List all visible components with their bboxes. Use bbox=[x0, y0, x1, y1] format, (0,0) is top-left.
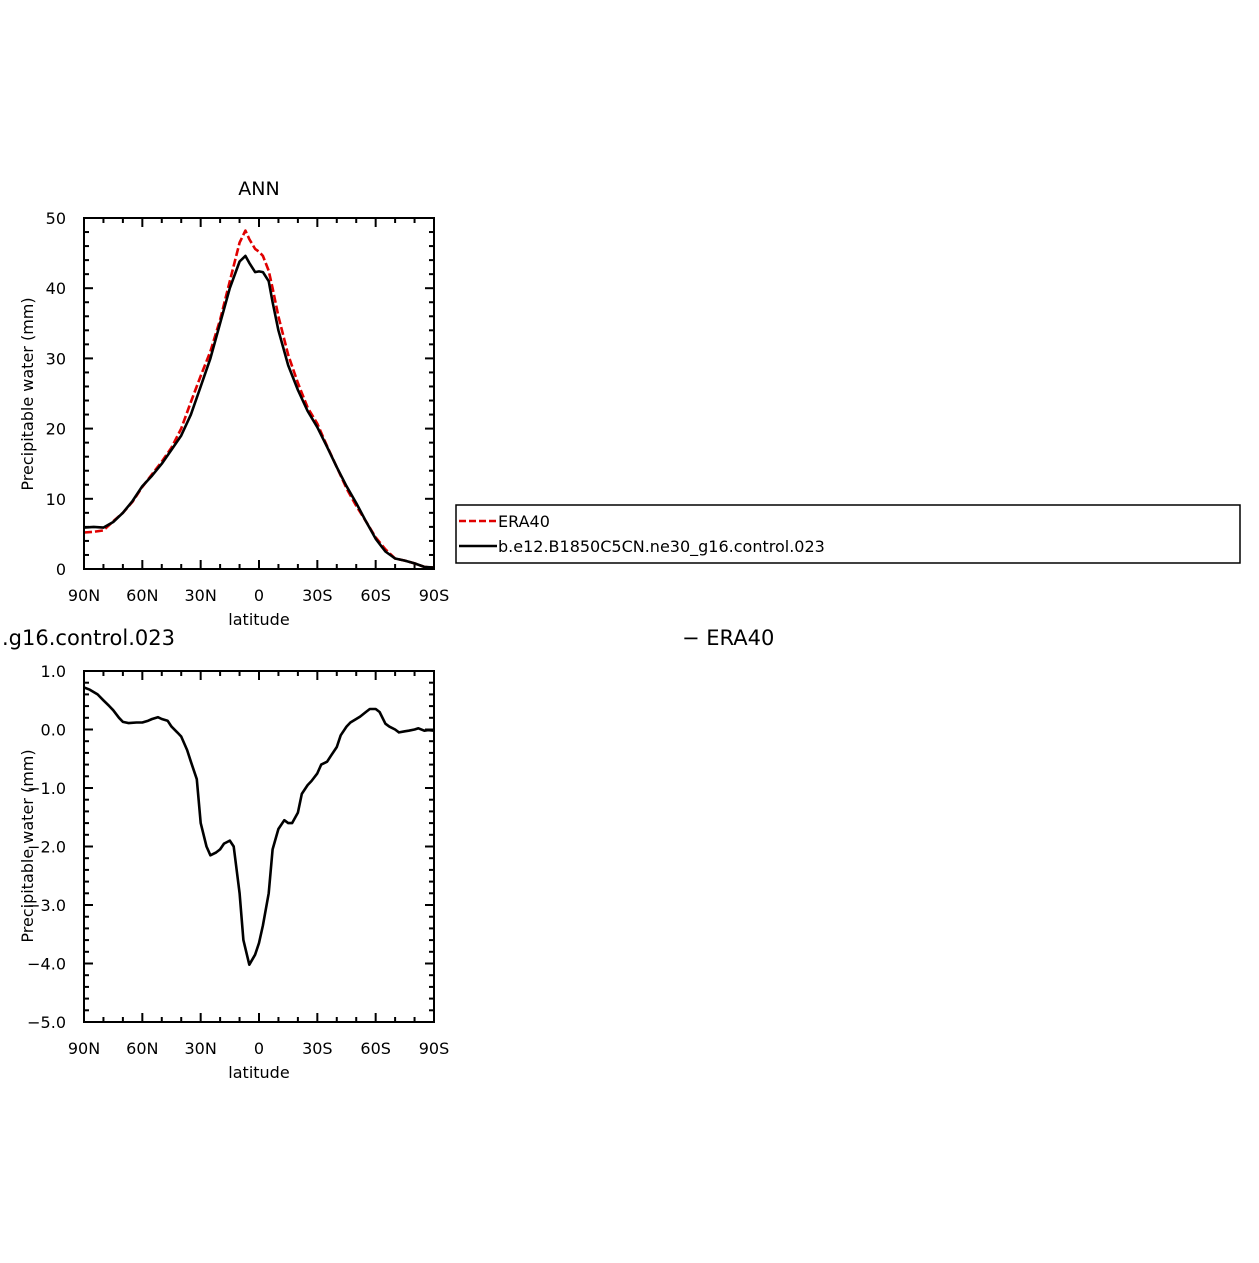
top-y-tick-label: 40 bbox=[46, 279, 66, 298]
top-x-tick-label: 90N bbox=[68, 586, 100, 605]
bottom-y-tick-label: −4.0 bbox=[27, 955, 66, 974]
top-chart-title: ANN bbox=[238, 178, 279, 200]
top-y-tick-label: 50 bbox=[46, 209, 66, 228]
bottom-series-lines bbox=[83, 686, 435, 967]
bottom-y-tick-label: −2.0 bbox=[27, 838, 66, 857]
bottom-x-tick-label: 30S bbox=[302, 1039, 333, 1058]
top-series-lines bbox=[83, 229, 435, 569]
top-y-tick-label: 30 bbox=[46, 349, 66, 368]
bottom-x-tick-label: 30N bbox=[185, 1039, 217, 1058]
bottom-x-tick-label: 60N bbox=[126, 1039, 158, 1058]
bottom-chart-title: .g16.control.023 bbox=[2, 626, 175, 650]
legend-label-era40: ERA40 bbox=[498, 512, 550, 531]
legend: ERA40 b.e12.B1850C5CN.ne30_g16.control.0… bbox=[455, 504, 1241, 564]
bottom-plot-frame bbox=[83, 670, 435, 1023]
bottom-y-axis-label: Precipitable water (mm) bbox=[18, 749, 37, 942]
bottom-chart-title-right: − ERA40 bbox=[682, 626, 774, 650]
bottom-x-tick-label: 60S bbox=[360, 1039, 391, 1058]
bottom-series-line-difference bbox=[83, 686, 435, 967]
top-series-line-era40 bbox=[83, 229, 435, 569]
top-panel: ANN Precipitable water (mm) latitude 90N… bbox=[18, 178, 449, 629]
top-x-tick-label: 30N bbox=[185, 586, 217, 605]
top-tick-labels: 90N 60N 30N 0 30S 60S 90S 0 10 20 30 40 50 bbox=[46, 209, 450, 605]
bottom-x-tick-label: 0 bbox=[254, 1039, 264, 1058]
top-y-axis-label: Precipitable water (mm) bbox=[18, 297, 37, 490]
top-plot-frame bbox=[83, 217, 435, 570]
top-series-line-b bbox=[83, 254, 435, 569]
top-x-tick-label: 0 bbox=[254, 586, 264, 605]
top-y-tick-label: 10 bbox=[46, 490, 66, 509]
top-y-tick-label: 20 bbox=[46, 420, 66, 439]
top-x-tick-label: 60N bbox=[126, 586, 158, 605]
top-x-tick-label: 60S bbox=[360, 586, 391, 605]
top-x-axis-label: latitude bbox=[228, 610, 289, 629]
bottom-y-tick-label: −1.0 bbox=[27, 779, 66, 798]
bottom-x-axis-label: latitude bbox=[228, 1063, 289, 1082]
bottom-x-tick-label: 90N bbox=[68, 1039, 100, 1058]
top-x-tick-label: 30S bbox=[302, 586, 333, 605]
legend-box bbox=[455, 504, 1241, 564]
bottom-y-tick-label: 1.0 bbox=[41, 662, 66, 681]
bottom-y-tick-label: −5.0 bbox=[27, 1013, 66, 1032]
bottom-x-tick-label: 90S bbox=[419, 1039, 450, 1058]
bottom-y-tick-label: −3.0 bbox=[27, 896, 66, 915]
top-y-tick-label: 0 bbox=[56, 560, 66, 579]
top-x-tick-label: 90S bbox=[419, 586, 450, 605]
bottom-tick-labels: 90N 60N 30N 0 30S 60S 90S 1.0 0.0 −1.0 −2.0 −3.0 −4.… bbox=[27, 662, 449, 1058]
legend-label-model: b.e12.B1850C5CN.ne30_g16.control.023 bbox=[498, 537, 825, 557]
bottom-panel: .g16.control.023 − ERA40 Precipitable wa… bbox=[2, 626, 774, 1082]
bottom-y-tick-label: 0.0 bbox=[41, 721, 66, 740]
